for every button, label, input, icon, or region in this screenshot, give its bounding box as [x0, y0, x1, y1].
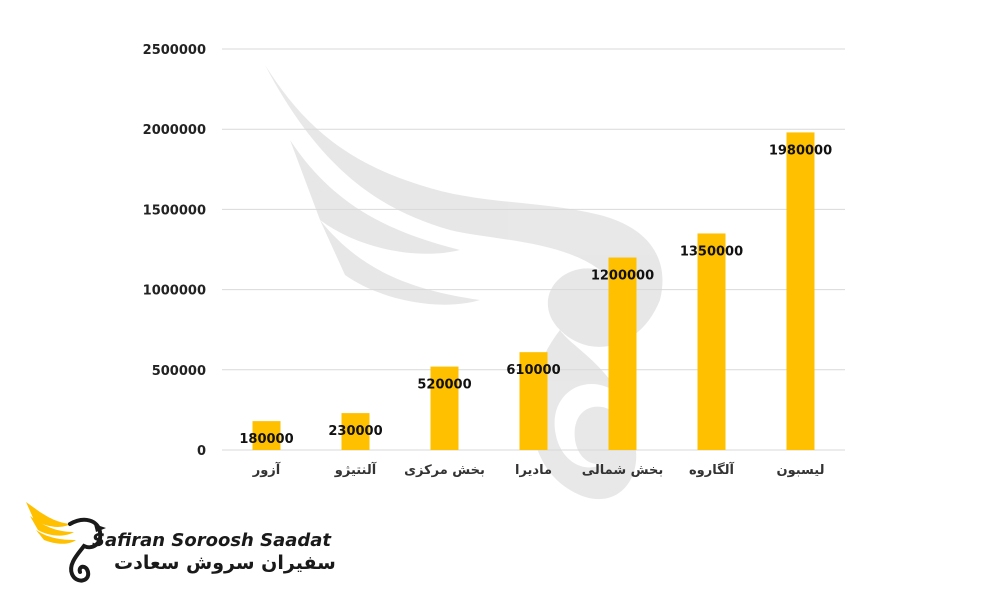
swan-wing-icon [26, 502, 106, 583]
data-label: 520000 [417, 378, 471, 393]
x-category-label: آلگاروه [689, 461, 735, 478]
logo: Safiran Soroosh Saadat سفیران سروش سعادت [22, 494, 336, 586]
data-label: 180000 [239, 432, 293, 447]
x-category-label: بخش مرکزی [404, 463, 485, 478]
logo-text-en: Safiran Soroosh Saadat [92, 530, 332, 551]
logo-text-fa: سفیران سروش سعادت [114, 552, 336, 574]
data-label: 1200000 [591, 269, 654, 284]
data-label: 1350000 [680, 244, 743, 259]
bar [608, 257, 637, 450]
x-category-label: لیسبون [777, 463, 825, 478]
bar [697, 233, 726, 450]
x-category-label: بخش شمالی [582, 463, 664, 478]
y-tick-label: 1500000 [143, 203, 206, 218]
y-tick-label: 0 [197, 444, 206, 459]
y-tick-label: 2500000 [143, 43, 206, 58]
bar [519, 352, 548, 450]
y-tick-label: 2000000 [143, 123, 206, 138]
data-label: 1980000 [769, 143, 832, 158]
bar [341, 413, 370, 450]
swan-wing-watermark [265, 65, 663, 500]
y-tick-label: 1000000 [143, 284, 206, 299]
bar [252, 421, 281, 450]
x-category-label: آزور [252, 461, 281, 478]
data-label: 230000 [328, 424, 382, 439]
x-category-label: مادیرا [515, 463, 552, 478]
x-category-label: آلنتیژو [334, 461, 377, 478]
bar [786, 132, 815, 450]
bar [430, 366, 459, 450]
data-label: 610000 [506, 363, 560, 378]
y-tick-label: 500000 [152, 364, 206, 379]
